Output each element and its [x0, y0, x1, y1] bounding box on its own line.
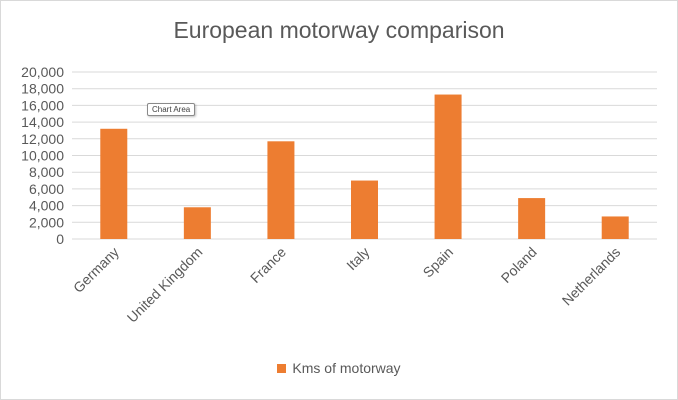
x-axis-ticks: Germany United Kingdom France Italy Spain Pol…	[70, 244, 623, 326]
x-tick-label: United Kingdom	[124, 244, 206, 326]
chart-area-tooltip: Chart Area	[147, 103, 196, 116]
y-tick-label: 6,000	[29, 181, 64, 197]
y-tick-label: 4,000	[29, 198, 64, 214]
x-tick-label: Italy	[343, 244, 372, 273]
x-tick-label: France	[247, 244, 289, 286]
y-tick-label: 20,000	[21, 64, 64, 80]
y-tick-label: 14,000	[21, 114, 64, 130]
legend-label: Kms of motorway	[292, 360, 401, 376]
y-axis-ticks: 02,0004,0006,0008,00010,00012,00014,0001…	[21, 64, 64, 247]
y-tick-label: 18,000	[21, 81, 64, 97]
bar-netherlands[interactable]	[601, 216, 629, 239]
x-tick-label: Poland	[498, 244, 540, 286]
y-tick-label: 2,000	[29, 214, 64, 230]
bar-united-kingdom[interactable]	[183, 207, 211, 239]
bar-poland[interactable]	[518, 198, 546, 239]
bar-spain[interactable]	[434, 94, 462, 239]
y-tick-label: 12,000	[21, 131, 64, 147]
y-tick-label: 8,000	[29, 164, 64, 180]
chart-title: European motorway comparison	[173, 17, 505, 43]
x-tick-label: Netherlands	[559, 244, 624, 309]
x-tick-label: Spain	[420, 244, 457, 281]
bar-france[interactable]	[267, 141, 295, 239]
y-tick-label: 0	[56, 231, 64, 247]
bars	[100, 94, 629, 239]
legend[interactable]: Kms of motorway	[1, 360, 677, 376]
x-tick-label: Germany	[70, 244, 122, 296]
bar-italy[interactable]	[351, 180, 378, 239]
y-tick-label: 16,000	[21, 97, 64, 113]
bar-germany[interactable]	[100, 128, 128, 239]
y-tick-label: 10,000	[21, 148, 64, 164]
legend-swatch	[277, 364, 287, 373]
